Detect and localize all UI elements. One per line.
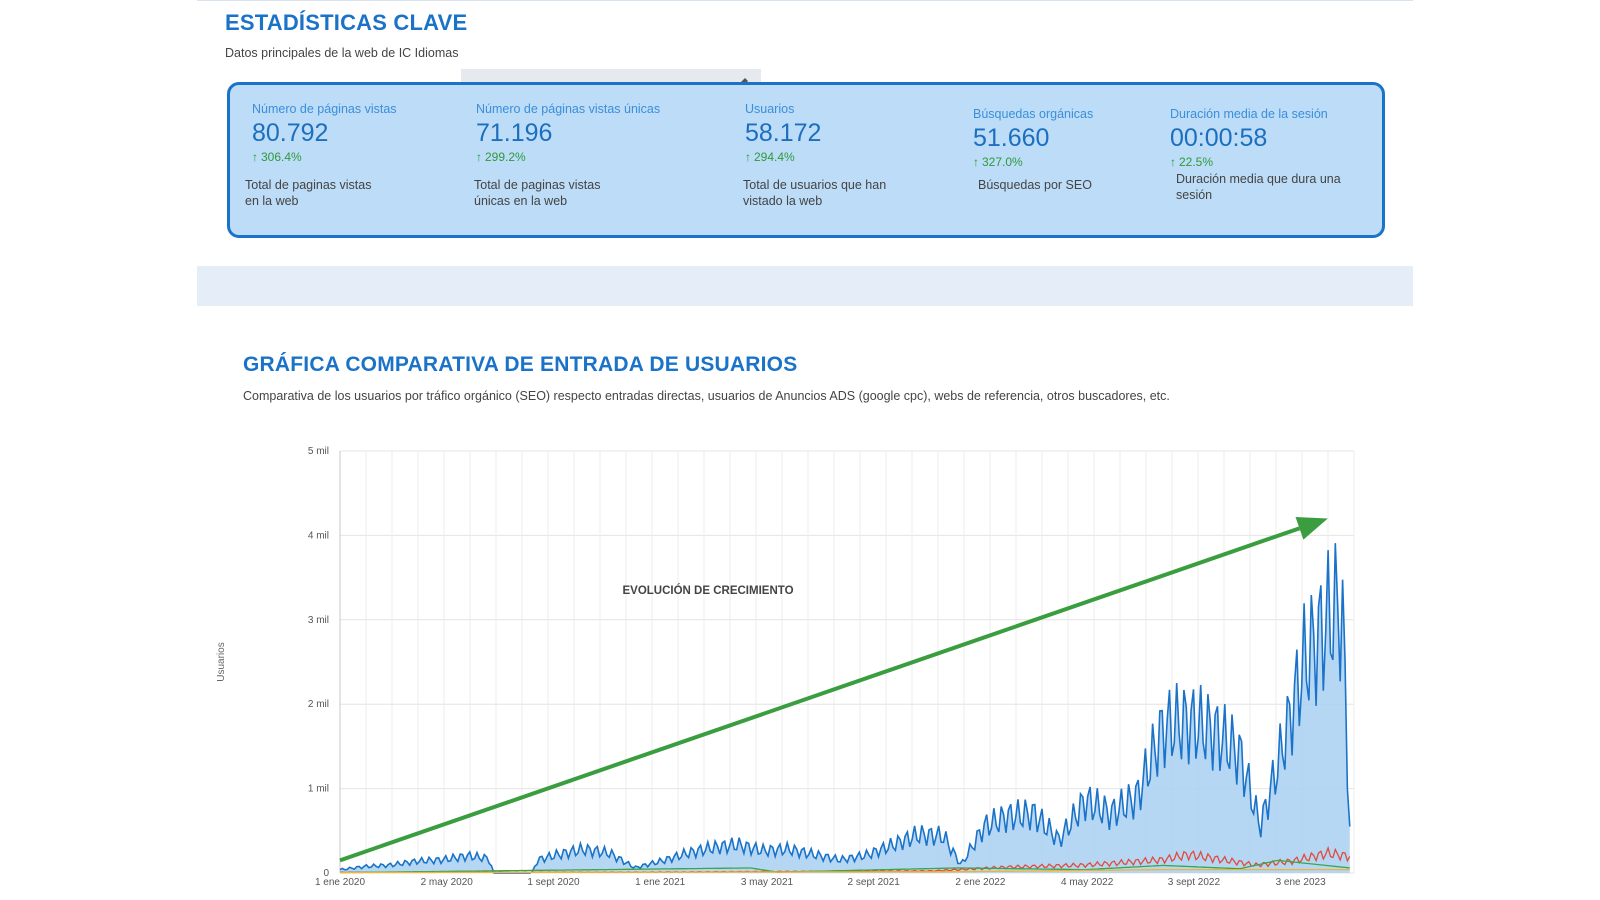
growth-annotation: EVOLUCIÓN DE CRECIMIENTO: [622, 584, 793, 597]
x-tick-label: 3 may 2021: [741, 877, 794, 888]
stat-delta-value: 306.4%: [261, 150, 302, 164]
stat-desc-line: Total de paginas vistas: [474, 178, 601, 192]
x-tick-label: 1 ene 2020: [315, 877, 365, 888]
y-tick-label: 0: [323, 868, 329, 879]
key-stats-subtitle: Datos principales de la web de IC Idioma…: [225, 46, 459, 60]
stat-desc-line: Total de paginas vistas: [245, 178, 372, 192]
stat-desc-line: Duración media que dura una: [1176, 172, 1341, 186]
x-tick-label: 1 ene 2021: [635, 877, 685, 888]
stat-value: 71.196: [476, 119, 553, 147]
stat-delta: ↑ 294.4%: [745, 150, 821, 164]
stat-delta-value: 294.4%: [754, 150, 795, 164]
stat-desc-line: sesión: [1176, 188, 1213, 202]
stat-delta-value: 327.0%: [982, 155, 1023, 169]
y-tick-label: 5 mil: [308, 446, 329, 457]
y-tick-label: 3 mil: [308, 615, 329, 626]
stat-desc-line: en la web: [245, 194, 299, 208]
x-tick-label: 2 may 2020: [421, 877, 474, 888]
stat-description: Total de usuarios que han vistado la web: [743, 177, 893, 209]
arrow-up-icon: ↑: [973, 155, 979, 169]
stat-value: 00:00:58: [1170, 124, 1268, 152]
key-stats-panel: Número de páginas vistas 80.792 ↑ 306.4% …: [227, 82, 1385, 238]
stat-desc-line: vistado la web: [743, 194, 823, 208]
growth-trend-arrow: [339, 526, 1301, 863]
stat-delta: ↑ 306.4%: [252, 150, 397, 164]
stat-organic-searches: Búsquedas orgánicas 51.660 ↑ 327.0%: [973, 107, 1093, 169]
arrow-up-icon: ↑: [476, 150, 482, 164]
stat-description: Duración media que dura una sesión: [1176, 171, 1351, 203]
growth-arrowhead: [1295, 516, 1328, 540]
x-tick-label: 2 ene 2022: [955, 877, 1005, 888]
top-divider: [197, 0, 1413, 1]
x-tick-label: 4 may 2022: [1061, 877, 1114, 888]
stat-label: Duración media de la sesión: [1170, 107, 1328, 121]
stat-desc-line: únicas en la web: [474, 194, 568, 208]
section-separator-band: [197, 266, 1413, 306]
stat-session-duration: Duración media de la sesión 00:00:58 ↑ 22…: [1170, 107, 1328, 169]
stat-value: 51.660: [973, 124, 1050, 152]
stat-delta-value: 299.2%: [485, 150, 526, 164]
stat-page-views: Número de páginas vistas 80.792 ↑ 306.4%: [252, 102, 397, 164]
x-tick-label: 2 sept 2021: [848, 877, 901, 888]
stat-label: Búsquedas orgánicas: [973, 107, 1094, 121]
series-line: [340, 868, 1350, 874]
x-tick-label: 3 ene 2023: [1276, 877, 1326, 888]
stat-desc-line: Búsquedas por SEO: [978, 178, 1092, 192]
arrow-up-icon: ↑: [1170, 155, 1176, 169]
stat-label: Usuarios: [745, 102, 795, 116]
arrow-up-icon: ↑: [745, 150, 751, 164]
stat-description: Total de paginas vistas en la web: [245, 177, 395, 209]
stat-description: Búsquedas por SEO: [978, 177, 1128, 193]
key-stats-title: ESTADÍSTICAS CLAVE: [225, 10, 468, 35]
stat-users: Usuarios 58.172 ↑ 294.4%: [745, 102, 821, 164]
series-line: [340, 859, 1350, 874]
y-tick-label: 2 mil: [308, 699, 329, 710]
stat-unique-page-views: Número de páginas vistas únicas 71.196 ↑…: [476, 102, 660, 164]
stat-delta: ↑ 22.5%: [1170, 155, 1328, 169]
chart-section-subtitle: Comparativa de los usuarios por tráfico …: [243, 389, 1170, 403]
y-axis-label: Usuarios: [216, 642, 227, 681]
stat-desc-line: Total de usuarios que han: [743, 178, 887, 192]
arrow-up-icon: ↑: [252, 150, 258, 164]
stat-value: 58.172: [745, 119, 822, 147]
stat-value: 80.792: [252, 119, 329, 147]
stat-label: Número de páginas vistas: [252, 102, 397, 116]
y-tick-label: 4 mil: [308, 530, 329, 541]
stat-delta: ↑ 299.2%: [476, 150, 660, 164]
stat-delta: ↑ 327.0%: [973, 155, 1093, 169]
chart-section-title: GRÁFICA COMPARATIVA DE ENTRADA DE USUARI…: [243, 353, 798, 376]
y-tick-label: 1 mil: [308, 784, 329, 795]
stat-description: Total de paginas vistas únicas en la web: [474, 177, 624, 209]
stat-label: Número de páginas vistas únicas: [476, 102, 661, 116]
dashboard-page: ESTADÍSTICAS CLAVE Datos principales de …: [197, 0, 1413, 900]
x-tick-label: 3 sept 2022: [1168, 877, 1221, 888]
x-tick-label: 1 sept 2020: [527, 877, 580, 888]
series-line: [339, 543, 1351, 874]
stat-delta-value: 22.5%: [1179, 155, 1214, 169]
